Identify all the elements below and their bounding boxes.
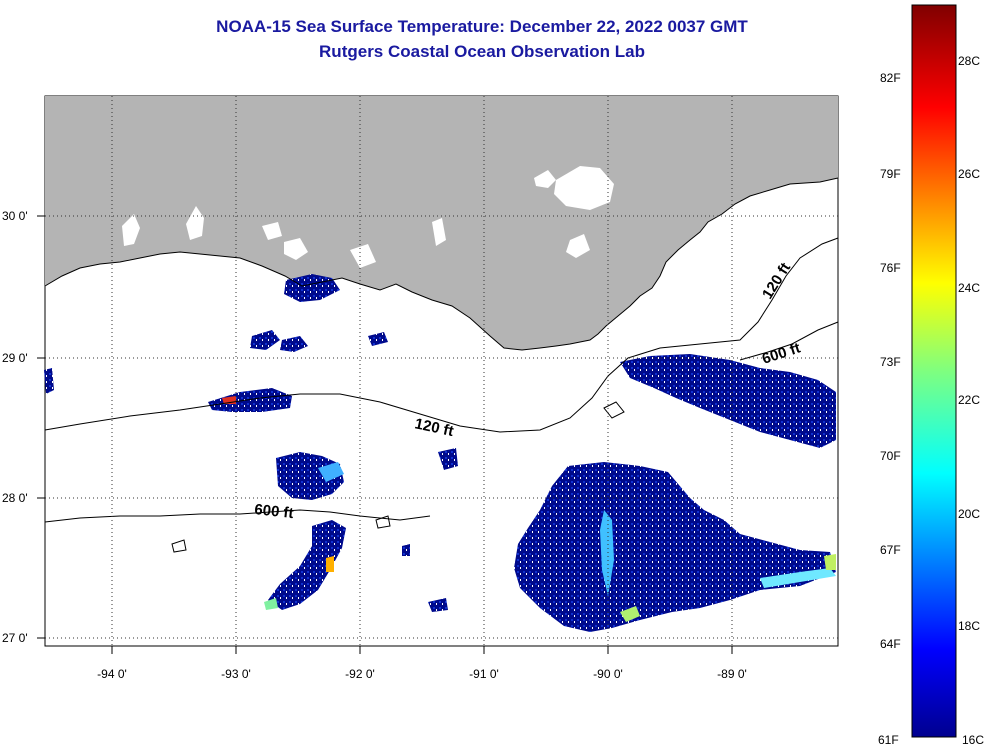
map-subtitle: Rutgers Coastal Ocean Observation Lab (319, 42, 645, 61)
lat-label: 27 0' (2, 631, 28, 645)
contour-120ft (44, 237, 839, 433)
colorbar-f-label: 70F (880, 449, 901, 463)
lat-label: 29 0' (2, 351, 28, 365)
colorbar-c-label: 22C (958, 393, 980, 407)
coastline (44, 177, 839, 351)
colorbar-f-label: 76F (880, 261, 901, 275)
colorbar-c-label: 24C (958, 281, 980, 295)
lon-label: -89 0' (717, 667, 747, 681)
lon-label: -90 0' (593, 667, 623, 681)
graticule (45, 96, 838, 646)
warm-streaks (222, 396, 836, 622)
lat-label: 28 0' (2, 491, 28, 505)
colorbar-f-label: 73F (880, 355, 901, 369)
inland-lakes (122, 166, 614, 268)
colorbar-f-label: 67F (880, 543, 901, 557)
colorbar-f-label: 82F (880, 71, 901, 85)
contour-label-600-west: 600 ft (254, 501, 295, 522)
lon-label: -93 0' (221, 667, 251, 681)
axis-ticks (37, 215, 733, 654)
colorbar-f-label: 61F (878, 733, 899, 747)
colorbar-c-label: 16C (962, 733, 984, 747)
lon-label: -91 0' (469, 667, 499, 681)
colorbar-f-label: 79F (880, 167, 901, 181)
lon-label: -94 0' (97, 667, 127, 681)
colorbar-fahrenheit-labels: 82F 79F 76F 73F 70F 67F 64F 61F (878, 71, 901, 747)
lat-label: 30 0' (2, 209, 28, 223)
contour-600ft-east (739, 321, 839, 361)
colorbar-f-label: 64F (880, 637, 901, 651)
colorbar-c-label: 20C (958, 507, 980, 521)
colorbar (911, 4, 957, 738)
colorbar-c-label: 28C (958, 54, 980, 68)
colorbar-celsius-labels: 28C 26C 24C 22C 20C 18C 16C (958, 54, 984, 747)
colorbar-c-label: 18C (958, 619, 980, 633)
lon-label: -92 0' (345, 667, 375, 681)
map-title: NOAA-15 Sea Surface Temperature: Decembe… (216, 17, 748, 36)
colorbar-c-label: 26C (958, 167, 980, 181)
contour-600ft (44, 509, 431, 523)
sst-patches (44, 274, 836, 632)
bathymetry-contours (44, 237, 839, 553)
